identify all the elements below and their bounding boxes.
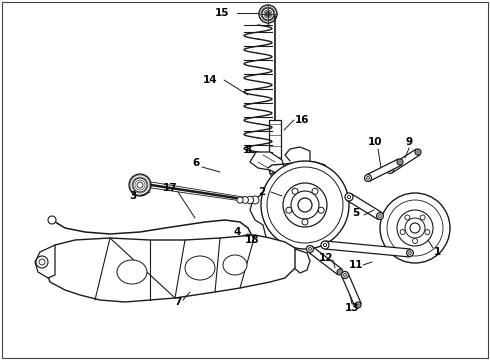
Text: 4: 4: [233, 227, 241, 237]
Polygon shape: [325, 241, 410, 257]
Circle shape: [273, 170, 277, 174]
Text: 1: 1: [433, 247, 441, 257]
Polygon shape: [347, 194, 382, 219]
Circle shape: [251, 196, 259, 204]
Circle shape: [413, 238, 417, 243]
Text: 12: 12: [319, 253, 333, 263]
Circle shape: [133, 178, 147, 192]
Text: 18: 18: [245, 235, 259, 245]
Circle shape: [420, 215, 425, 220]
Text: 2: 2: [258, 187, 266, 197]
Circle shape: [365, 175, 371, 181]
Circle shape: [270, 167, 280, 177]
Text: 15: 15: [215, 8, 229, 18]
Circle shape: [298, 198, 312, 212]
Polygon shape: [45, 235, 295, 302]
Circle shape: [39, 259, 45, 265]
Circle shape: [389, 168, 392, 171]
Circle shape: [262, 8, 274, 20]
Text: 5: 5: [352, 208, 360, 218]
Circle shape: [292, 188, 298, 194]
Circle shape: [323, 243, 327, 247]
Circle shape: [409, 252, 412, 255]
Circle shape: [321, 241, 329, 249]
Ellipse shape: [223, 255, 247, 275]
Polygon shape: [35, 245, 55, 278]
Circle shape: [339, 271, 341, 273]
Circle shape: [397, 159, 403, 165]
Circle shape: [242, 197, 248, 203]
Circle shape: [307, 246, 314, 252]
Circle shape: [347, 195, 351, 199]
Circle shape: [48, 216, 56, 224]
Text: 17: 17: [163, 183, 177, 193]
Circle shape: [425, 230, 430, 234]
Circle shape: [342, 271, 348, 279]
Polygon shape: [367, 159, 402, 181]
Circle shape: [266, 12, 270, 17]
Circle shape: [129, 174, 151, 196]
Circle shape: [246, 196, 254, 204]
Circle shape: [283, 183, 327, 227]
Circle shape: [355, 302, 361, 308]
Circle shape: [387, 166, 393, 174]
Text: 7: 7: [174, 297, 182, 307]
Circle shape: [407, 249, 414, 256]
Circle shape: [318, 207, 324, 213]
Circle shape: [367, 177, 369, 179]
Circle shape: [137, 182, 143, 188]
Polygon shape: [388, 149, 420, 173]
Text: 10: 10: [368, 137, 382, 147]
Circle shape: [261, 161, 349, 249]
Circle shape: [405, 215, 410, 220]
Circle shape: [337, 269, 343, 275]
Polygon shape: [342, 274, 361, 306]
Circle shape: [399, 161, 401, 163]
Text: 14: 14: [203, 75, 217, 85]
Circle shape: [357, 304, 359, 306]
Ellipse shape: [185, 256, 215, 280]
Text: 8: 8: [245, 145, 252, 155]
Text: 13: 13: [345, 303, 359, 313]
Circle shape: [417, 151, 419, 153]
Circle shape: [397, 210, 433, 246]
Circle shape: [309, 248, 312, 251]
Circle shape: [343, 274, 346, 276]
Ellipse shape: [117, 260, 147, 284]
Circle shape: [36, 256, 48, 268]
Circle shape: [302, 219, 308, 225]
Circle shape: [237, 197, 243, 203]
Text: 16: 16: [295, 115, 309, 125]
Polygon shape: [290, 249, 310, 273]
Polygon shape: [250, 152, 285, 174]
Circle shape: [379, 215, 381, 217]
Text: 3: 3: [129, 191, 137, 201]
Circle shape: [377, 213, 383, 219]
Text: 11: 11: [349, 260, 363, 270]
Circle shape: [380, 193, 450, 263]
Circle shape: [410, 223, 420, 233]
Circle shape: [400, 230, 405, 234]
Circle shape: [259, 5, 277, 23]
Circle shape: [286, 207, 292, 213]
Circle shape: [312, 188, 318, 194]
Polygon shape: [238, 234, 255, 254]
Circle shape: [415, 149, 421, 155]
Text: 9: 9: [405, 137, 413, 147]
Polygon shape: [308, 246, 342, 275]
Text: 6: 6: [193, 158, 199, 168]
Circle shape: [345, 193, 353, 201]
